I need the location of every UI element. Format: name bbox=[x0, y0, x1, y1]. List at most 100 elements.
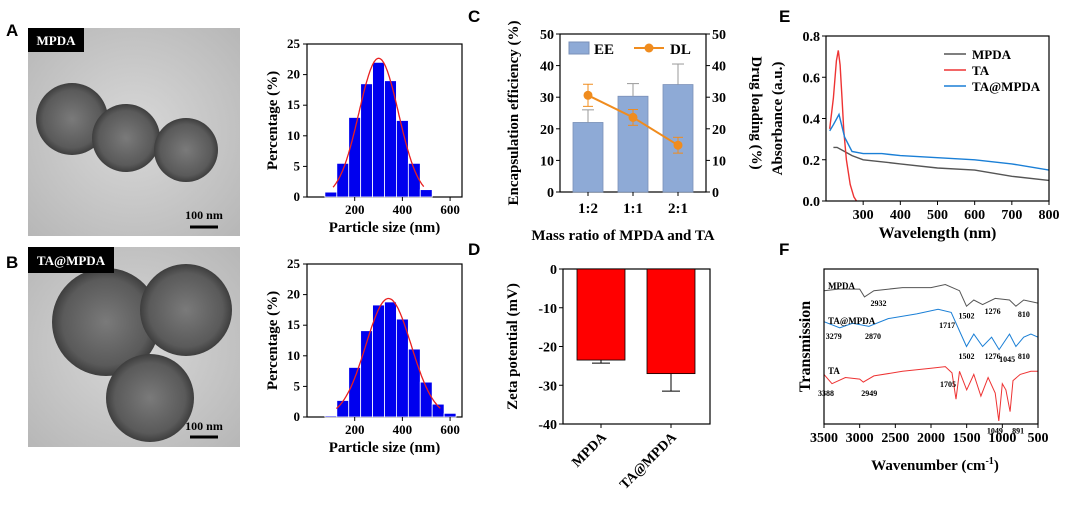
y-tick-label: 15 bbox=[287, 317, 301, 332]
panel-label-b: B bbox=[6, 253, 18, 272]
legend-ee-swatch bbox=[568, 41, 590, 55]
ftir-xlabel-end: ) bbox=[994, 458, 999, 474]
nanoparticle bbox=[52, 268, 160, 376]
legend-dl-marker bbox=[644, 43, 654, 53]
legend-label: TA@MPDA bbox=[972, 79, 1041, 94]
x-tick-label: 200 bbox=[345, 202, 365, 217]
absorbance-line-ta bbox=[829, 50, 858, 202]
histogram-bar bbox=[419, 189, 433, 198]
x-tick-label: 300 bbox=[853, 208, 874, 223]
panel-label-a: A bbox=[6, 21, 18, 40]
y-tick-label: 0 bbox=[294, 409, 301, 424]
y-tick-label: 10 bbox=[287, 128, 300, 143]
panel-label-e: E bbox=[779, 7, 790, 26]
gaussian-fit-curve bbox=[335, 297, 441, 410]
x-tick-label: 2000 bbox=[917, 431, 945, 446]
x-axis-label: Particle size (nm) bbox=[329, 440, 441, 456]
x-tick-label: 600 bbox=[964, 208, 985, 223]
y2-tick-label: 50 bbox=[712, 28, 726, 43]
x-axis-label: Particle size (nm) bbox=[329, 220, 441, 236]
x-tick-label: 2500 bbox=[881, 431, 909, 446]
tem-label-bg bbox=[28, 247, 114, 273]
histogram-bar bbox=[336, 400, 350, 418]
legend-dl-label: DL bbox=[670, 42, 691, 58]
peak-label: 1705 bbox=[940, 380, 956, 389]
y2-tick-label: 20 bbox=[712, 123, 726, 138]
zeta-bar bbox=[576, 268, 626, 361]
legend-label: TA bbox=[972, 63, 990, 78]
x-axis-label: Wavelength (nm) bbox=[879, 225, 997, 242]
y-tick-label: 0.2 bbox=[803, 154, 821, 169]
y-tick-label: -30 bbox=[538, 379, 557, 394]
histogram-bar bbox=[372, 304, 385, 418]
peak-label: 810 bbox=[1018, 352, 1030, 361]
y-tick-label: 15 bbox=[287, 97, 301, 112]
peak-label: 2870 bbox=[865, 332, 881, 341]
y-axis-label: Percentage (%) bbox=[265, 71, 281, 170]
peak-label: 1276 bbox=[985, 352, 1001, 361]
histogram-bar bbox=[324, 191, 338, 198]
y-tick-label: 20 bbox=[540, 123, 554, 138]
dl-point bbox=[583, 90, 593, 100]
tem-image-b: TA@MPDA 100 nm bbox=[28, 247, 240, 447]
nanoparticle bbox=[106, 354, 194, 442]
y-tick-label: 0.8 bbox=[803, 30, 821, 45]
histogram-bar bbox=[396, 318, 409, 418]
tem-label-a: MPDA bbox=[37, 33, 77, 48]
histogram-bar bbox=[443, 412, 457, 418]
ftir-line-ta-mpda bbox=[823, 308, 1039, 351]
x-tick-label: 500 bbox=[927, 208, 948, 223]
x-tick-label: 500 bbox=[1028, 431, 1049, 446]
peak-label: 891 bbox=[1012, 426, 1024, 435]
y2-tick-label: 10 bbox=[712, 154, 726, 169]
y-tick-label: 0.4 bbox=[803, 113, 821, 128]
y-tick-label: 25 bbox=[287, 256, 301, 271]
legend-label: MPDA bbox=[972, 47, 1012, 62]
series-label-mpda: MPDA bbox=[828, 281, 855, 291]
ftir-xlabel-sup: -1 bbox=[985, 456, 993, 467]
y-tick-label: 0.6 bbox=[803, 71, 821, 86]
absorbance-line-ta-mpda bbox=[829, 112, 1050, 171]
histogram-bar bbox=[431, 403, 445, 418]
series-label-tampda: TA@MPDA bbox=[828, 316, 876, 326]
y2-tick-label: 30 bbox=[712, 91, 726, 106]
x-tick-label: TA@MPDA bbox=[617, 430, 680, 493]
y-tick-label: 30 bbox=[540, 91, 554, 106]
histogram-bar bbox=[324, 415, 338, 418]
panel-label-c: C bbox=[468, 7, 480, 26]
scale-bar-label-b: 100 nm bbox=[185, 419, 223, 433]
legend-ee-label: EE bbox=[594, 42, 614, 58]
x-tick-label: 3500 bbox=[810, 431, 838, 446]
y-tick-label: 5 bbox=[294, 378, 301, 393]
x-tick-label: 600 bbox=[440, 202, 460, 217]
x-tick-label: 2:1 bbox=[668, 201, 688, 217]
scale-bar-label-a: 100 nm bbox=[185, 208, 223, 222]
histogram-bar bbox=[348, 367, 362, 418]
histogram-bar bbox=[407, 348, 421, 418]
y-tick-label: 0.0 bbox=[803, 195, 821, 210]
dl-point bbox=[628, 112, 638, 122]
nanoparticle bbox=[154, 118, 218, 182]
y-axis-label: Absorbance (a.u.) bbox=[770, 62, 786, 176]
tem-label-b: TA@MPDA bbox=[37, 253, 106, 268]
histogram-bar bbox=[407, 162, 421, 198]
y-tick-label: -20 bbox=[538, 341, 557, 356]
ftir-line-ta bbox=[823, 366, 1038, 421]
y-axis-label: Percentage (%) bbox=[265, 291, 281, 390]
y-tick-label: 20 bbox=[287, 67, 300, 82]
tem-image-a: MPDA 100 nm bbox=[28, 28, 240, 236]
y-tick-label: 10 bbox=[287, 348, 300, 363]
peak-label: 2949 bbox=[861, 389, 877, 398]
tem-label-bg bbox=[28, 28, 84, 52]
y-tick-label: 10 bbox=[540, 154, 554, 169]
x-tick-label: MPDA bbox=[570, 430, 611, 471]
peak-label: 1717 bbox=[939, 321, 955, 330]
y-tick-label: 0 bbox=[294, 189, 301, 204]
y-tick-label: 20 bbox=[287, 287, 300, 302]
y-tick-label: 40 bbox=[540, 60, 554, 75]
y-tick-label: 0 bbox=[547, 186, 554, 201]
nanoparticle bbox=[36, 83, 108, 155]
y-tick-label: 5 bbox=[294, 158, 301, 173]
peak-label: 1045 bbox=[999, 355, 1015, 364]
ee-bar bbox=[572, 122, 604, 193]
